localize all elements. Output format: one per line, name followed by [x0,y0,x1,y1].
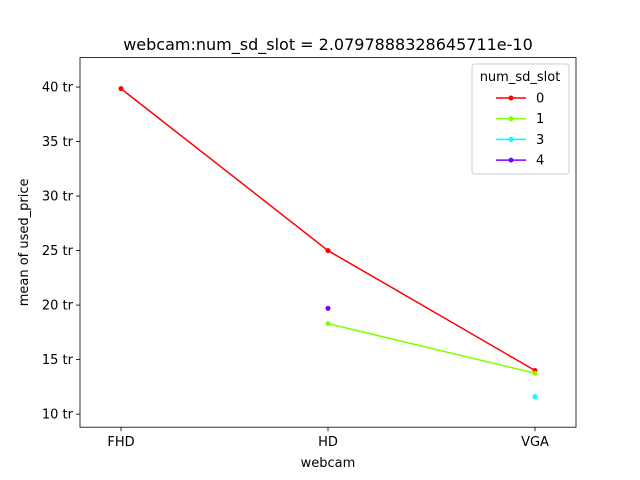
data-point-4 [325,305,331,311]
x-tick-label: HD [318,435,338,450]
legend-marker-4 [508,157,514,163]
y-tick-label: 25 tr [42,244,74,259]
data-point-1 [325,321,331,327]
legend-title: num_sd_slot [480,70,561,85]
legend-marker-1 [508,116,514,122]
y-axis-ticks: 10 tr 15 tr 20 tr 25 tr 30 tr 35 tr 40 tr [42,81,80,423]
x-axis-label: webcam [301,456,356,471]
series-line-1 [327,322,536,374]
data-point-1 [532,370,538,376]
series-layer [118,86,538,400]
y-axis-label: mean of used_price [17,179,32,307]
legend-label-1: 1 [536,112,544,127]
x-tick-label: VGA [521,435,549,450]
legend-label-0: 0 [536,92,544,107]
y-tick-label: 35 tr [42,135,74,150]
x-axis-ticks: FHD HD VGA [107,427,549,450]
data-point-0 [325,248,331,254]
y-tick-label: 20 tr [42,299,74,314]
y-tick-label: 10 tr [42,408,74,423]
x-tick-label: FHD [107,435,134,450]
legend-label-4: 4 [536,154,544,169]
data-point-3 [532,394,538,400]
y-tick-label: 15 tr [42,353,74,368]
legend-entries: 0 1 3 4 [496,92,544,169]
legend-marker-3 [508,136,514,142]
data-point-0 [118,86,124,92]
legend: num_sd_slot 0 1 3 4 [471,63,570,175]
y-tick-label: 30 tr [42,190,74,205]
chart-title: webcam:num_sd_slot = 2.0797888328645711e… [123,35,533,55]
y-tick-label: 40 tr [42,81,74,96]
legend-label-3: 3 [536,133,544,148]
legend-marker-0 [508,95,514,101]
